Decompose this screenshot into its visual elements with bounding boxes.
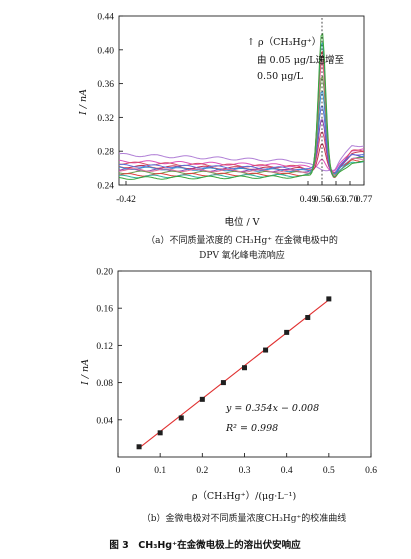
dpv-curve: [118, 145, 365, 172]
panel-a-annotation-2: 由 0.05 μg/L递增至: [257, 54, 344, 66]
panel-b: 0 0.1 0.2 0.3 0.4 0.5 0.6 0.04 0.08 0.12 0.16 0.20…: [80, 268, 377, 525]
panel-a-y-ticks: 0.24 0.28 0.32 0.36 0.40 0.44: [97, 13, 123, 192]
panel-b-x-ticks: 0 0.1 0.2 0.3 0.4 0.5 0.6: [116, 453, 377, 476]
panel-a-x-tick-label: 0.63: [328, 195, 345, 205]
panel-a-y-tick-label: 0.32: [97, 114, 114, 124]
calibration-fit-line: [137, 298, 331, 450]
dpv-curve: [118, 105, 365, 175]
calibration-point: [136, 444, 142, 450]
panel-b-x-label: ρ（CH₃Hg⁺）/(μg·L⁻¹): [192, 490, 296, 502]
calibration-point: [199, 396, 205, 402]
panel-a-caption-1: （a）不同质量浓度的 CH₃Hg⁺ 在金微电极中的: [146, 234, 338, 246]
calibration-point: [220, 380, 226, 386]
panel-b-points: [136, 296, 332, 450]
panel-b-caption: （b）金微电极对不同质量浓度CH₃Hg⁺的校准曲线: [142, 512, 346, 524]
calibration-point: [305, 315, 311, 320]
panel-b-x-tick-label: 0.1: [154, 466, 166, 476]
dpv-curve: [118, 61, 365, 177]
calibration-point: [263, 347, 269, 353]
panel-b-y-tick-label: 0.12: [96, 342, 113, 352]
panel-a-y-tick-label: 0.44: [97, 13, 114, 23]
panel-a-annotation-3: 0.50 μg/L: [257, 71, 304, 82]
panel-b-x-tick-label: 0.4: [281, 466, 293, 476]
panel-a-y-tick-label: 0.28: [97, 148, 114, 158]
panel-a-y-tick-label: 0.40: [97, 46, 114, 56]
panel-b-x-tick-label: 0: [116, 466, 121, 476]
panel-a-x-tick-label: 0.56: [314, 195, 331, 205]
panel-b-x-tick-label: 0.5: [323, 466, 335, 476]
figure-caption: 图 3 CH₃Hg⁺在金微电极上的溶出伏安响应: [109, 539, 301, 551]
panel-b-y-tick-label: 0.04: [96, 416, 113, 426]
panel-a-curves: [118, 32, 365, 180]
calibration-point: [178, 415, 184, 421]
panel-a-frame: [118, 15, 365, 186]
calibration-point: [157, 430, 163, 436]
panel-a-x-tick-label: -0.42: [116, 195, 136, 205]
panel-a-annotation-1: ↑ ρ（CH₃Hg⁺）: [247, 36, 321, 48]
fit-equation: y = 0.354x − 0.008: [225, 403, 319, 414]
panel-a-caption-2: DPV 氧化峰电流响应: [199, 249, 285, 261]
panel-b-y-ticks: 0.04 0.08 0.12 0.16 0.20: [96, 268, 122, 426]
dpv-curve: [118, 42, 365, 179]
panel-b-y-tick-label: 0.08: [96, 379, 113, 389]
panel-b-x-tick-label: 0.2: [196, 466, 208, 476]
panel-b-y-label: I / nA: [80, 359, 91, 386]
panel-a-y-label: I / nA: [78, 89, 89, 116]
panel-a: -0.42 0.490.560.630.700.77 0.240.280.320.…: [78, 13, 373, 262]
fit-r2: R² = 0.998: [225, 423, 278, 434]
panel-b-y-tick-label: 0.16: [96, 305, 113, 315]
dpv-curve: [118, 148, 365, 172]
panel-a-x-label: 电位 / V: [224, 216, 259, 228]
calibration-point: [242, 365, 247, 371]
calibration-point: [326, 296, 332, 302]
panel-a-x-tick-label: 0.77: [356, 195, 373, 205]
panel-a-x-tick-label: 0.49: [300, 195, 317, 205]
panel-b-x-tick-label: 0.3: [239, 466, 251, 476]
panel-a-y-tick-label: 0.36: [97, 80, 114, 90]
calibration-point: [284, 329, 290, 335]
dpv-curve: [119, 131, 365, 174]
panel-b-y-tick-label: 0.20: [96, 268, 113, 278]
panel-a-x-ticks: -0.42 0.490.560.630.700.77: [116, 181, 373, 205]
panel-a-x-tick-label: 0.70: [342, 195, 359, 205]
panel-b-x-tick-label: 0.6: [365, 466, 377, 476]
dpv-curve: [118, 32, 365, 180]
panel-a-y-tick-label: 0.24: [97, 182, 114, 192]
